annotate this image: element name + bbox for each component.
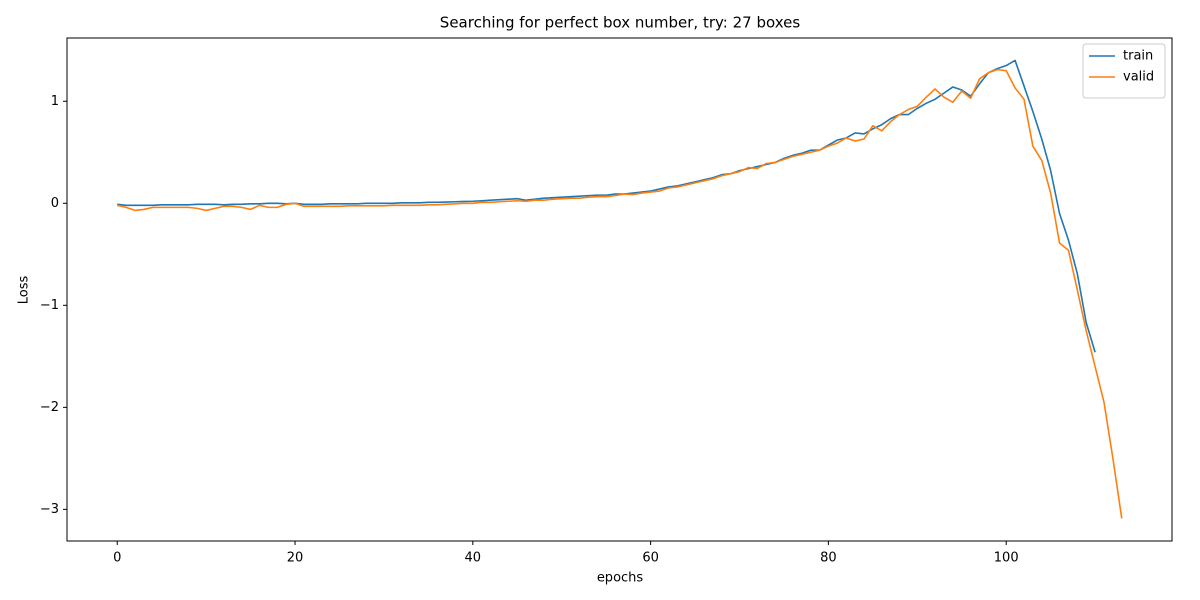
legend-label: valid [1123,70,1154,85]
chart-title: Searching for perfect box number, try: 2… [440,14,801,32]
y-tick-label: −1 [40,298,59,313]
y-axis-label: Loss [17,276,32,305]
x-tick-label: 40 [465,551,482,566]
line-series [117,59,1096,353]
y-tick-label: 1 [51,94,59,109]
x-tick-label: 60 [642,551,659,566]
legend-box [1082,43,1166,99]
plot-frame [66,37,1173,542]
y-tick-label: 0 [51,196,59,211]
x-tick-label: 0 [113,551,121,566]
y-tick-label: −3 [40,502,59,517]
y-tick-label: −2 [40,400,59,415]
x-tick-label: 20 [287,551,304,566]
line-series [117,68,1123,519]
x-tick-label: 80 [820,551,837,566]
x-axis-label: epochs [597,571,644,586]
x-tick-label: 100 [994,551,1019,566]
legend-label: train [1123,49,1153,64]
